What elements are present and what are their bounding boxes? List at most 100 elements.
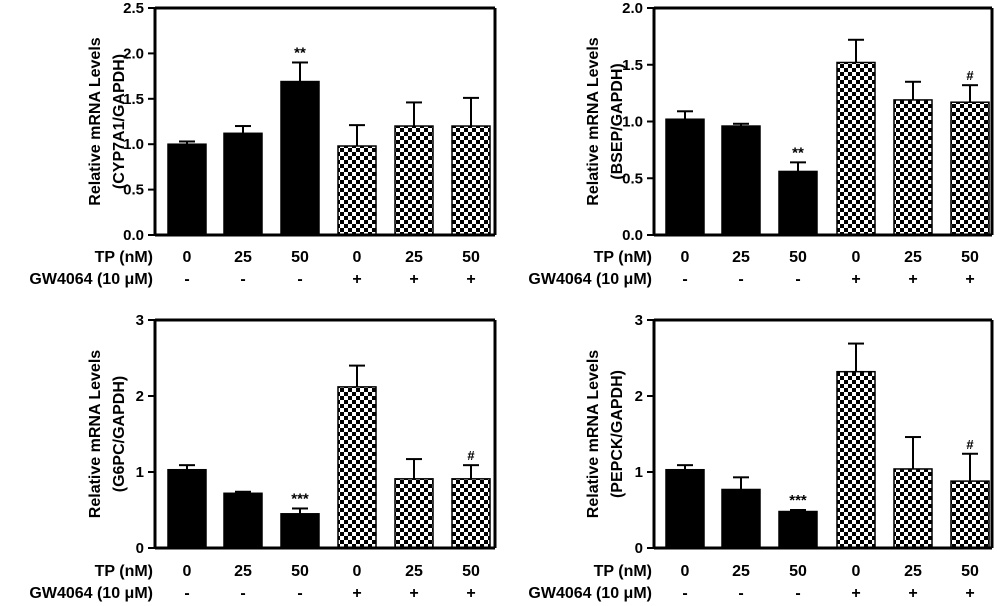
bar: [223, 132, 263, 236]
y-tick-label: 0.5: [622, 170, 643, 187]
x-tick-label-tp: 0: [852, 249, 861, 266]
x-tick-label-tp: 0: [183, 249, 192, 266]
x-tick-label-tp: 50: [789, 249, 807, 266]
x-tick-label-gw: +: [851, 271, 860, 288]
x-row-label-tp: TP (nM): [95, 249, 153, 266]
x-tick-label-tp: 50: [789, 563, 807, 580]
x-row-label-gw: GW4064 (10 μM): [528, 585, 652, 602]
y-axis-label: Relative mRNA Levels: [87, 37, 104, 205]
x-tick-label-tp: 0: [353, 249, 362, 266]
x-tick-label-gw: +: [352, 271, 361, 288]
x-tick-label-gw: -: [795, 271, 800, 288]
significance-marker: **: [792, 144, 804, 161]
significance-marker: **: [294, 44, 306, 61]
significance-marker: #: [966, 68, 974, 83]
y-tick-label: 2.0: [622, 0, 643, 17]
x-tick-label-gw: +: [409, 585, 418, 602]
chart-panel-3: *** #0 1 2 3 Relative mRNA Levels (G6PC/GAPDH)…: [29, 312, 497, 602]
x-tick-label-gw: +: [352, 585, 361, 602]
error-bar: [677, 110, 693, 120]
error-bar: [349, 364, 365, 387]
x-tick-label-gw: -: [795, 585, 800, 602]
y-tick-label: 2: [635, 388, 643, 405]
x-tick-label-gw: -: [297, 585, 302, 602]
error-bar: [406, 458, 422, 479]
y-tick-label: 3: [635, 312, 643, 329]
error-bar: [406, 101, 422, 127]
x-tick-label-gw: -: [240, 271, 245, 288]
error-bar: [463, 96, 479, 127]
x-row-label-gw: GW4064 (10 μM): [29, 271, 153, 288]
x-row-label-gw: GW4064 (10 μM): [528, 271, 652, 288]
bar: [721, 125, 761, 236]
x-tick-label-tp: 50: [961, 249, 979, 266]
x-tick-label-gw: -: [738, 271, 743, 288]
error-bar: [962, 84, 978, 103]
x-tick-label-tp: 50: [291, 249, 309, 266]
y-axis-label: Relative mRNA Levels: [585, 350, 602, 518]
bar: [836, 370, 876, 549]
x-tick-label-tp: 0: [852, 563, 861, 580]
y-tick-label: 1.5: [123, 91, 144, 108]
error-bar: [179, 140, 195, 145]
y-tick-label: 2.5: [123, 0, 144, 17]
x-tick-label-gw: +: [965, 271, 974, 288]
significance-marker: #: [467, 448, 475, 463]
y-axis-label-unit: (G6PC/GAPDH): [111, 376, 128, 492]
x-tick-label-tp: 50: [291, 563, 309, 580]
x-tick-label-tp: 25: [405, 249, 423, 266]
bar: [836, 61, 876, 236]
y-tick-label: 1.0: [622, 114, 643, 131]
bar: [280, 80, 320, 236]
bar: [665, 468, 705, 549]
x-tick-label-tp: 25: [234, 563, 252, 580]
y-tick-label: 1.5: [622, 57, 643, 74]
bar: [950, 101, 990, 236]
chart-panel-1: ** 0.0 0.5 1.0 1.5 2.0 2.5 Relative mRNA Levels…: [29, 0, 497, 288]
significance-marker: ***: [291, 490, 309, 507]
bar: [337, 386, 377, 549]
error-bar: [677, 464, 693, 470]
y-tick-label: 2.0: [123, 45, 144, 62]
y-tick-label: 1: [635, 464, 643, 481]
x-tick-label-tp: 50: [462, 563, 480, 580]
error-bar: [733, 476, 749, 490]
x-row-label-tp: TP (nM): [594, 249, 652, 266]
bar: [394, 125, 434, 236]
bar: [394, 478, 434, 549]
bar: [280, 513, 320, 549]
error-bar: [292, 507, 308, 514]
x-tick-label-gw: -: [738, 585, 743, 602]
x-tick-label-gw: -: [240, 585, 245, 602]
significance-marker: ***: [789, 492, 807, 509]
y-tick-label: 0: [136, 540, 144, 557]
y-tick-label: 1: [136, 464, 144, 481]
bar: [665, 118, 705, 236]
x-tick-label-gw: -: [682, 585, 687, 602]
error-bar: [235, 125, 251, 134]
x-tick-label-gw: +: [851, 585, 860, 602]
x-tick-label-tp: 25: [904, 563, 922, 580]
x-tick-label-gw: +: [466, 585, 475, 602]
x-tick-label-tp: 50: [462, 249, 480, 266]
x-tick-label-tp: 0: [353, 563, 362, 580]
y-axis-label-unit: (PEPCK/GAPDH): [609, 370, 626, 498]
error-bar: [733, 122, 749, 127]
x-tick-label-gw: -: [184, 271, 189, 288]
error-bar: [463, 464, 479, 479]
bar: [451, 478, 491, 549]
x-row-label-tp: TP (nM): [95, 563, 153, 580]
bar: [893, 99, 933, 236]
chart-panel-4: *** #0 1 2 3 Relative mRNA Levels (PEPCK/GAPDH…: [528, 312, 994, 602]
x-tick-label-gw: -: [184, 585, 189, 602]
error-bar: [790, 509, 806, 512]
bar: [451, 125, 491, 236]
x-tick-label-tp: 25: [732, 563, 750, 580]
y-tick-label: 2: [136, 388, 144, 405]
error-bar: [790, 161, 806, 172]
bar: [778, 510, 818, 549]
y-axis-label: Relative mRNA Levels: [585, 37, 602, 205]
x-tick-label-tp: 0: [681, 249, 690, 266]
x-tick-label-gw: +: [908, 271, 917, 288]
